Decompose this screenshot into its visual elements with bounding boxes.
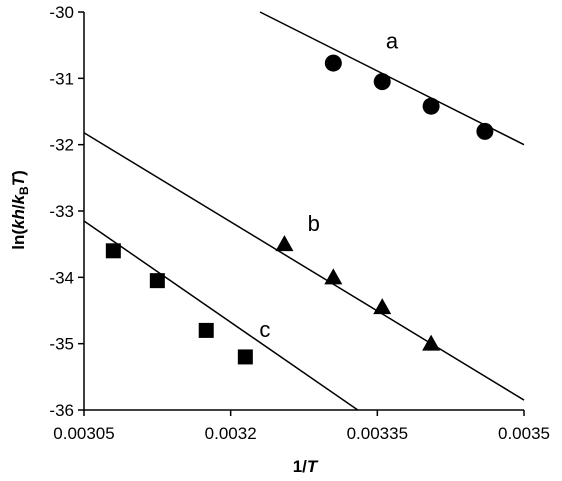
y-axis-title: ln(kh/kBT) <box>9 170 31 250</box>
data-point-c <box>149 273 165 289</box>
data-point-a <box>422 97 440 115</box>
y-ticks: -36 -35 -34 -33 -32 -31 -30 <box>49 3 84 420</box>
trendline-b <box>83 132 525 401</box>
y-tick-label: -35 <box>49 335 74 354</box>
series-labels: a b c <box>259 28 398 342</box>
series-label-c: c <box>259 317 270 342</box>
series-label-a: a <box>386 28 399 53</box>
y-tick-label: -31 <box>49 69 74 88</box>
data-point-b <box>324 268 343 285</box>
data-point-a <box>373 73 391 91</box>
data-point-a <box>324 54 342 72</box>
data-point-b <box>373 298 392 315</box>
data-point-c <box>105 243 121 259</box>
data-point-b <box>422 334 441 351</box>
data-point-c <box>198 322 214 338</box>
y-tick-label: -34 <box>49 268 74 287</box>
y-tick-label: -36 <box>49 401 74 420</box>
data-point-b <box>275 235 294 252</box>
series-label-b: b <box>308 211 320 236</box>
data-point-c <box>237 349 253 365</box>
trendline-c <box>83 220 359 411</box>
x-tick-label: 0.0035 <box>498 424 550 443</box>
plot-area: -36-35-34-33-32-31-30 0.00305 0.0032 0.003… <box>49 3 550 443</box>
y-tick-label: -32 <box>49 136 74 155</box>
y-tick-label: -30 <box>49 3 74 22</box>
trendlines <box>83 11 525 411</box>
y-tick-label: -33 <box>49 202 74 221</box>
x-tick-label: 0.00335 <box>347 424 408 443</box>
x-ticks: 0.00305 0.0032 0.00335 0.0035 <box>53 410 550 443</box>
x-axis-title: 1/T <box>293 457 319 476</box>
x-tick-label: 0.00305 <box>53 424 114 443</box>
markers <box>105 54 494 365</box>
trendline-a <box>259 11 525 146</box>
data-point-a <box>476 122 494 140</box>
x-tick-label: 0.0032 <box>205 424 257 443</box>
